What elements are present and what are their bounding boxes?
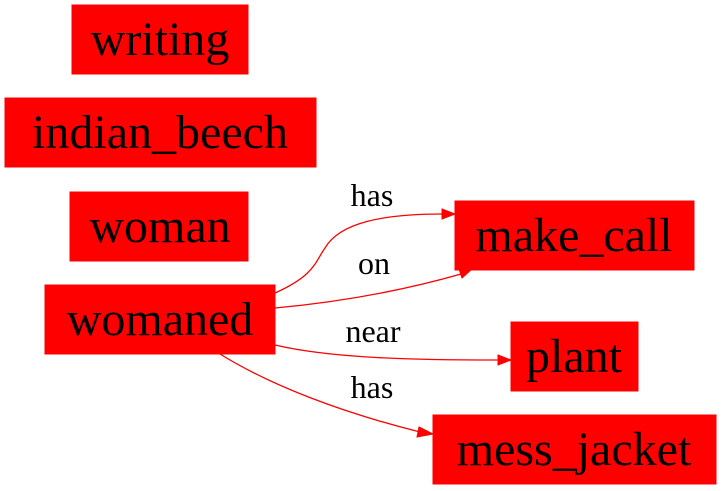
edge-line <box>274 273 462 309</box>
edge-womaned-plant-near: near <box>274 313 513 366</box>
edge-label: has <box>351 369 394 405</box>
edge-womaned-mess-jacket-has: has <box>219 353 435 438</box>
node-label: writing <box>91 13 230 66</box>
node-label: mess_jacket <box>457 423 692 476</box>
node-box <box>432 414 717 485</box>
edge-arrowhead <box>416 426 435 438</box>
node-box <box>510 321 639 392</box>
edge-arrowhead <box>441 208 457 220</box>
node-box <box>71 4 249 75</box>
node-label: make_call <box>475 209 672 262</box>
node-mess-jacket: mess_jacket <box>432 414 717 485</box>
edge-line <box>219 353 421 433</box>
node-box <box>69 191 249 262</box>
edge-label: near <box>345 313 400 349</box>
edge-womaned-make-call-has: has <box>274 177 457 294</box>
node-plant: plant <box>510 321 639 392</box>
node-label: womaned <box>67 293 254 346</box>
node-label: plant <box>526 330 623 383</box>
node-womaned: womaned <box>44 284 276 355</box>
node-label: indian_beech <box>32 106 288 159</box>
edge-label: on <box>358 245 390 281</box>
node-writing: writing <box>71 4 249 75</box>
edge-arrowhead <box>497 354 513 366</box>
node-indian-beech: indian_beech <box>4 97 317 168</box>
node-make-call: make_call <box>454 200 695 271</box>
node-box <box>44 284 276 355</box>
edge-line <box>274 344 499 361</box>
node-woman: woman <box>69 191 249 262</box>
edge-line <box>274 213 443 294</box>
edge-womaned-make-call-on: on <box>274 245 474 309</box>
node-label: woman <box>89 200 230 253</box>
node-box <box>4 97 317 168</box>
node-box <box>454 200 695 271</box>
edge-label: has <box>351 177 394 213</box>
